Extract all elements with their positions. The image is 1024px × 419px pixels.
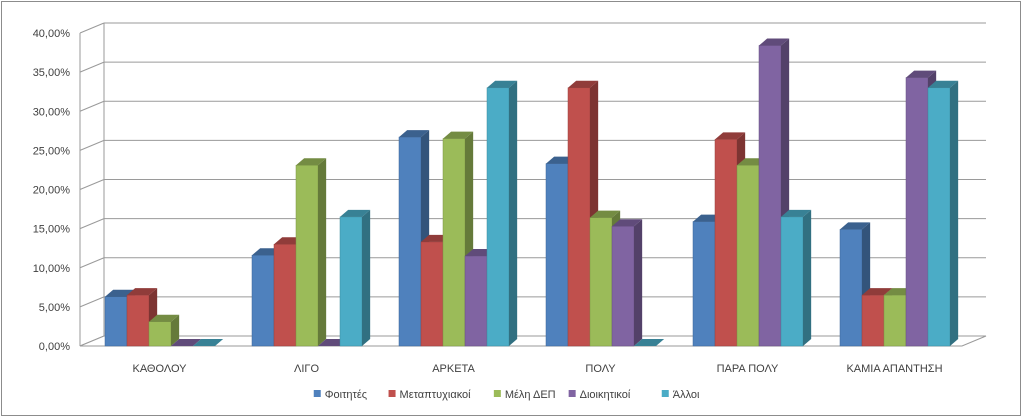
y-tick-label: 30,00%	[33, 106, 71, 118]
bar	[295, 158, 327, 347]
gridline-depth	[79, 179, 105, 190]
y-tick-label: 25,00%	[33, 145, 71, 157]
legend-item: Μέλη ΔΕΠ	[493, 389, 556, 401]
legend-item: Διοικητικοί	[568, 389, 631, 401]
legend-swatch	[388, 390, 396, 397]
y-tick-label: 20,00%	[33, 185, 71, 197]
y-tick-label: 5,00%	[39, 302, 70, 314]
bar	[148, 314, 180, 347]
y-tick-label: 35,00%	[33, 67, 71, 79]
legend-swatch	[568, 390, 576, 397]
bar	[927, 80, 959, 347]
legend-swatch	[661, 390, 669, 397]
gridline-depth	[79, 100, 105, 112]
y-tick-label: 40,00%	[33, 28, 71, 40]
x-category-label: ΛΙΓΟ	[294, 363, 319, 375]
legend-label: Μεταπτυχιακοί	[400, 389, 472, 401]
bar	[634, 339, 665, 346]
legend-item: Άλλοι	[661, 389, 700, 401]
legend-item: Φοιτητές	[313, 389, 367, 401]
legend-swatch	[313, 390, 321, 397]
legend-label: Διοικητικοί	[580, 389, 631, 401]
x-category-label: ΚΑΘΟΛΟΥ	[132, 363, 187, 375]
bar	[171, 339, 202, 346]
x-category-label: ΠΑΡΑ ΠΟΛΥ	[717, 363, 779, 375]
gridline-depth	[79, 218, 105, 230]
y-tick-label: 15,00%	[33, 224, 71, 236]
x-category-label: ΑΡΚΕΤΑ	[432, 363, 475, 375]
x-category-label: ΚΑΜΙΑ ΑΠΑΝΤΗΣΗ	[846, 363, 942, 375]
bar	[486, 80, 518, 347]
gridline-depth	[79, 61, 105, 73]
bar	[611, 219, 643, 347]
gridline-depth	[79, 257, 105, 269]
legend-label: Άλλοι	[673, 389, 700, 401]
bar	[780, 209, 812, 347]
bar	[339, 209, 371, 347]
legend-swatch	[493, 390, 501, 397]
legend-item: Μεταπτυχιακοί	[388, 389, 472, 401]
gridline-depth	[79, 296, 105, 308]
legend-label: Μέλη ΔΕΠ	[505, 389, 556, 401]
gridline-depth	[79, 139, 105, 151]
bar	[193, 339, 224, 346]
bar	[126, 288, 158, 347]
gridline-depth	[79, 22, 105, 34]
x-category-label: ΠΟΛΥ	[585, 363, 616, 375]
legend-label: Φοιτητές	[325, 389, 367, 401]
y-tick-label: 0,00%	[39, 341, 70, 353]
y-tick-label: 10,00%	[33, 263, 71, 275]
